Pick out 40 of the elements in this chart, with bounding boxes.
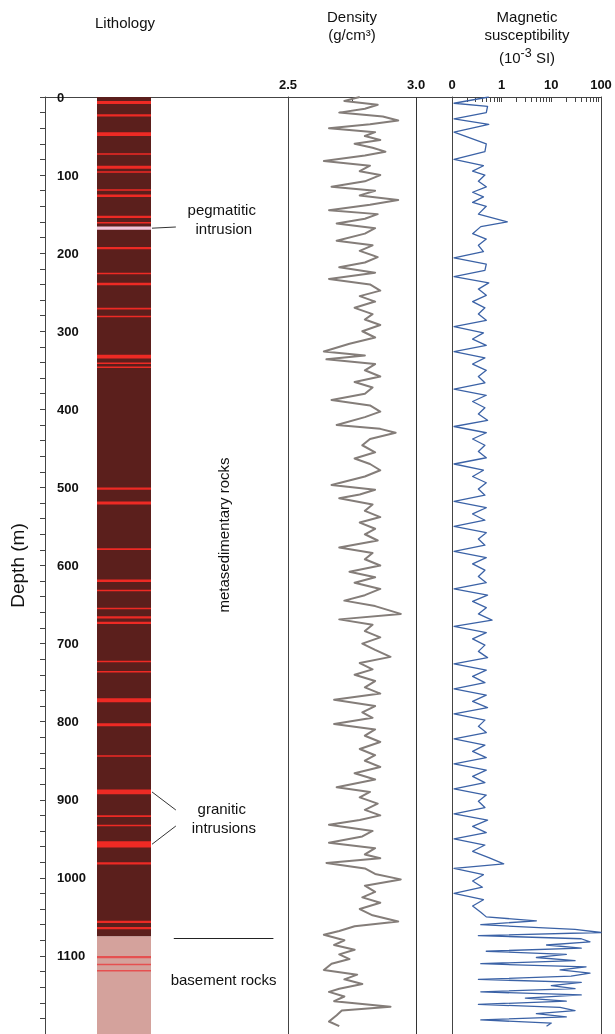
annotation: metasedimentary rocks — [215, 457, 233, 613]
y-tick-label: 400 — [57, 401, 79, 417]
y-tick-label: 200 — [57, 245, 79, 261]
bar — [97, 487, 151, 490]
x-tick-label: 0 — [448, 77, 456, 92]
annotation: granitic intrusions — [191, 800, 256, 836]
bar — [97, 616, 151, 619]
y-tick-label: 500 — [57, 479, 79, 495]
bar — [97, 165, 151, 169]
bar — [97, 226, 151, 230]
y-tick-label: 300 — [57, 323, 79, 339]
chart-title: Magnetic susceptibility (10$^{-3}$ SI) — [483, 8, 571, 67]
annotation: pegmatitic intrusion — [187, 201, 261, 237]
x-tick-label: 10 — [544, 77, 559, 92]
y-tick-label: 1100 — [57, 948, 86, 964]
chart-title: Lithology — [93, 14, 156, 32]
ref-line-label: basement rocks — [170, 971, 277, 989]
bar — [97, 698, 151, 703]
bar — [97, 501, 151, 505]
x-tick-label: 3.0 — [407, 77, 426, 92]
x-tick-label: 100 — [590, 77, 612, 92]
y-tick-label: 900 — [57, 792, 79, 808]
bar — [97, 100, 151, 105]
bar — [97, 132, 151, 137]
y-tick-label: 800 — [57, 714, 79, 730]
chart-title: Density (g/cm³) — [326, 8, 378, 44]
bar — [97, 841, 151, 848]
y-tick-label: 600 — [57, 558, 79, 573]
bar — [97, 723, 151, 727]
y-tick-label: 100 — [57, 167, 79, 183]
bar — [97, 97, 151, 937]
bar — [97, 114, 151, 117]
x-tick-label: 1 — [498, 77, 506, 92]
x-tick-label: 2.5 — [278, 77, 298, 92]
bar — [97, 936, 151, 1034]
y-tick-label: 700 — [57, 636, 79, 652]
bar — [97, 354, 151, 359]
bar — [97, 862, 151, 865]
y-tick-label: 1000 — [57, 870, 86, 886]
y-axis-title: Depth (m) — [7, 523, 28, 608]
